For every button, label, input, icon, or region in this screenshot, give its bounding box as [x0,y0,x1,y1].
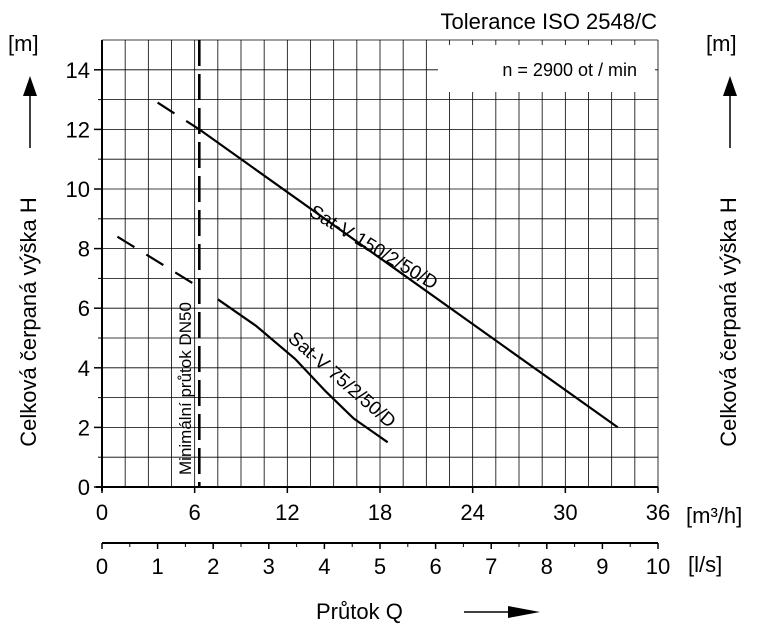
x2-tick-label: 10 [646,554,670,579]
y-tick-label: 2 [78,415,90,440]
x2-tick-label: 6 [429,554,441,579]
series-lines [116,40,619,487]
series-label-150: Sat-V 150/2/50/D [305,201,441,294]
y-arrow-left [23,76,37,148]
y-tick-label: 10 [66,177,90,202]
x2-tick-label: 0 [96,554,108,579]
x2-tick-label: 4 [318,554,330,579]
y-tick-label: 6 [78,296,90,321]
x-unit-bottom: [l/s] [688,552,722,577]
y-tick-label: 0 [78,475,90,500]
speed-annotation: n = 2900 ot / min [502,60,637,80]
x-tick-label: 36 [646,500,670,525]
x2-tick-label: 5 [374,554,386,579]
x-tick-label: 0 [96,500,108,525]
x2-tick-label: 2 [207,554,219,579]
y-axis-title-left: Celková čerpaná výška H [16,197,41,446]
x2-tick-label: 1 [151,554,163,579]
y-unit-left: [m] [8,31,39,56]
x-tick-label: 24 [460,500,484,525]
x-unit-top: [m³/h] [686,503,742,528]
x2-tick-label: 7 [485,554,497,579]
series-0-curve [198,128,619,429]
x-tick-label: 12 [275,500,299,525]
x-tick-label: 6 [189,500,201,525]
y-unit-right: [m] [706,31,737,56]
series-1-dashed-segment [116,235,200,289]
x-axis-title: Průtok Q [316,599,403,624]
series-1-curve [217,298,389,444]
x2-tick-label: 9 [596,554,608,579]
chart-title: Tolerance ISO 2548/C [441,9,658,34]
series-0-dashed-segment [157,101,200,131]
x2-tick-label: 8 [541,554,553,579]
y-axis-title-right: Celková čerpaná výška H [716,197,741,446]
grid [101,39,659,488]
y-arrow-right [723,76,737,148]
y-tick-label: 8 [78,237,90,262]
x-tick-label: 30 [553,500,577,525]
axes [94,40,659,549]
y-tick-label: 14 [66,58,90,83]
annotation-box [438,45,655,92]
series-label-75: Sat-V 75/2/50/D [284,328,400,433]
y-tick-label: 4 [78,356,90,381]
x2-tick-label: 3 [263,554,275,579]
x-arrow [464,606,540,618]
y-tick-label: 12 [66,117,90,142]
x-tick-label: 18 [368,500,392,525]
minimum-flow-label: Minimální průtok DN50 [176,302,195,475]
